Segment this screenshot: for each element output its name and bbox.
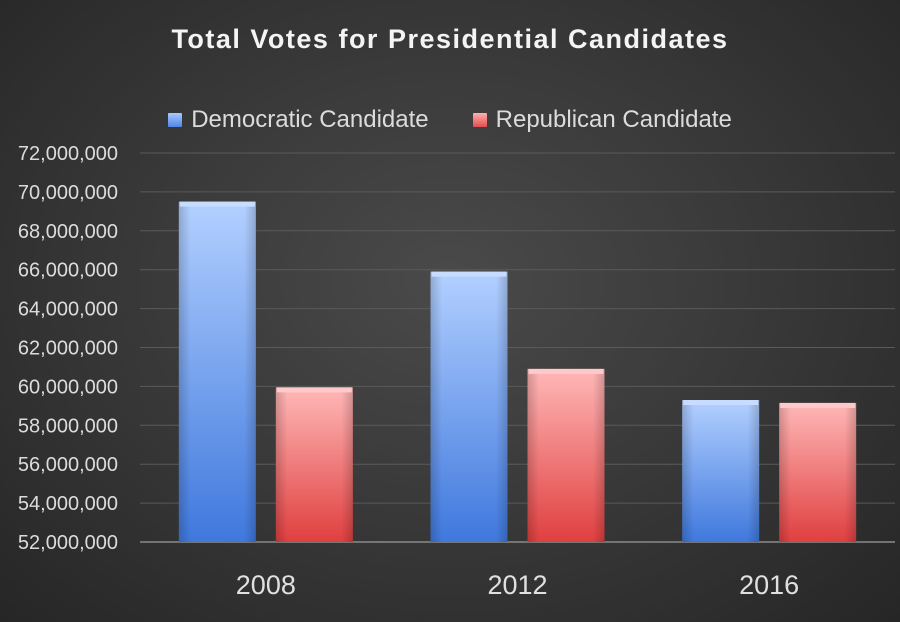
- bar-top-highlight: [683, 400, 759, 406]
- bar-shade: [275, 387, 353, 542]
- y-tick-label: 62,000,000: [18, 338, 118, 360]
- legend-label-democratic: Democratic Candidate: [191, 106, 429, 133]
- bar-shade: [779, 402, 857, 542]
- x-tick-label: 2012: [487, 570, 547, 600]
- x-axis: 2008 2012 2016: [236, 570, 799, 600]
- y-axis: 52,000,000 54,000,000 56,000,000 58,000,000…: [18, 143, 118, 554]
- bar-top-highlight: [780, 402, 856, 408]
- y-tick-label: 64,000,000: [18, 299, 118, 321]
- y-tick-label: 72,000,000: [18, 143, 118, 165]
- bar-shade: [430, 271, 508, 542]
- y-tick-label: 54,000,000: [18, 493, 118, 515]
- y-tick-label: 66,000,000: [18, 260, 118, 282]
- chart-legend: Democratic Candidate Republican Candidat…: [0, 106, 900, 134]
- legend-label-republican: Republican Candidate: [495, 106, 732, 133]
- grid-lines: [140, 152, 895, 543]
- bar-shade: [527, 368, 605, 542]
- legend-swatch-republican: [472, 113, 487, 127]
- bar-top-highlight: [431, 271, 507, 277]
- bar-top-highlight: [276, 387, 352, 393]
- legend-item-republican: Republican Candidate: [472, 106, 732, 134]
- y-tick-label: 68,000,000: [18, 221, 118, 243]
- legend-item-democratic: Democratic Candidate: [168, 106, 429, 134]
- y-tick-label: 70,000,000: [18, 182, 118, 204]
- x-tick-label: 2016: [739, 570, 799, 600]
- y-tick-label: 58,000,000: [18, 415, 118, 437]
- bars: [178, 201, 857, 542]
- bar-shade: [682, 400, 760, 542]
- y-tick-label: 56,000,000: [18, 454, 118, 476]
- bar-top-highlight: [528, 368, 604, 374]
- legend-swatch-democratic: [168, 113, 183, 127]
- bar-top-highlight: [179, 201, 255, 207]
- y-tick-label: 60,000,000: [18, 376, 118, 398]
- bar-shade: [178, 201, 256, 542]
- y-tick-label: 52,000,000: [18, 532, 118, 554]
- x-tick-label: 2008: [236, 570, 296, 600]
- chart-title: Total Votes for Presidential Candidates: [171, 24, 729, 54]
